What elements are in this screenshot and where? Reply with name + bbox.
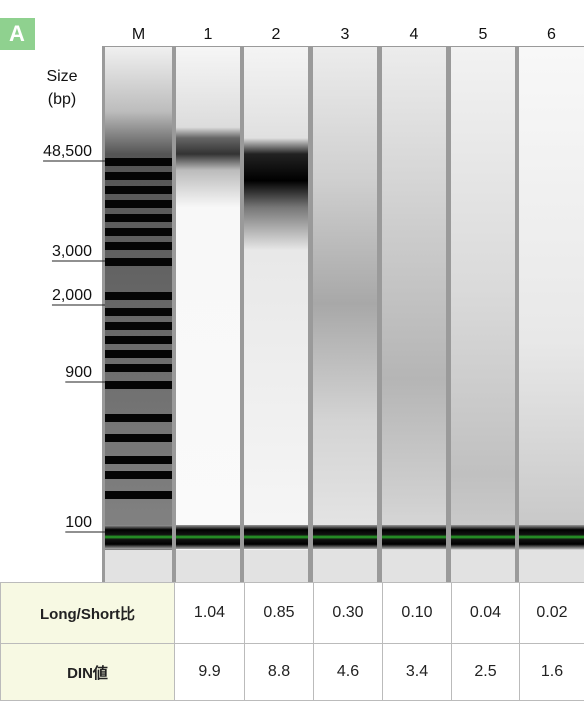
ladder-band — [105, 186, 172, 194]
lane-bottom — [451, 550, 515, 582]
lane-label: M — [132, 26, 145, 43]
row-header: DIN値 — [1, 644, 175, 701]
ladder-band — [105, 258, 172, 266]
ladder-band — [105, 228, 172, 236]
table-cell: 8.8 — [245, 644, 314, 701]
lane-label: 6 — [547, 26, 556, 43]
table-cell: 0.85 — [245, 583, 314, 644]
ladder-band — [105, 471, 172, 479]
size-unit: (bp) — [48, 91, 76, 108]
ladder-band — [105, 214, 172, 222]
size-label: Size — [46, 68, 77, 85]
loading-marker-band — [105, 525, 172, 549]
ladder-band — [105, 200, 172, 208]
lane-bottom — [244, 550, 308, 582]
table-cell: 3.4 — [383, 644, 452, 701]
ladder-band — [105, 364, 172, 372]
table-cell: 0.30 — [314, 583, 383, 644]
ladder-band — [105, 292, 172, 300]
lane-label: 4 — [410, 26, 419, 43]
ladder-band — [105, 381, 172, 389]
panel-label: A — [9, 21, 25, 46]
gel-figure: A Size (bp) M 1 2 3 4 5 6 48,500 3,000 2,000 900 10… — [0, 0, 584, 582]
lane-bottom — [105, 550, 172, 582]
lane — [313, 47, 377, 582]
lane-bottom — [519, 550, 584, 582]
table-cell: 1.6 — [520, 644, 584, 701]
size-marker: 2,000 — [52, 287, 92, 304]
loading-marker-band — [244, 525, 308, 549]
lane-label: 1 — [204, 26, 213, 43]
table-cell: 0.04 — [452, 583, 520, 644]
lane-bottom — [176, 550, 240, 582]
ladder-band — [105, 350, 172, 358]
lane-label: 2 — [272, 26, 281, 43]
lane — [519, 47, 584, 582]
lane — [382, 47, 446, 582]
table-cell: 2.5 — [452, 644, 520, 701]
lane-bottom — [382, 550, 446, 582]
loading-marker-band — [382, 525, 446, 549]
ladder-band — [105, 172, 172, 180]
ladder-band — [105, 242, 172, 250]
size-marker: 900 — [65, 364, 92, 381]
loading-marker-band — [176, 525, 240, 549]
ladder-band — [105, 434, 172, 442]
loading-marker-band — [313, 525, 377, 549]
table-cell: 1.04 — [175, 583, 245, 644]
table-cell: 0.10 — [383, 583, 452, 644]
table-cell: 9.9 — [175, 644, 245, 701]
ladder-band — [105, 322, 172, 330]
ladder-band — [105, 308, 172, 316]
ladder-band — [105, 336, 172, 344]
size-marker: 48,500 — [43, 143, 92, 160]
lane-label: 5 — [479, 26, 488, 43]
size-marker: 100 — [65, 514, 92, 531]
size-marker: 3,000 — [52, 243, 92, 260]
loading-marker-band — [451, 525, 515, 549]
lane-bottom — [313, 550, 377, 582]
ladder-band — [105, 456, 172, 464]
row-header: Long/Short比 — [1, 583, 175, 644]
lane-label: 3 — [341, 26, 350, 43]
ladder-band — [105, 491, 172, 499]
loading-marker-band — [519, 525, 584, 549]
ladder-band — [105, 414, 172, 422]
ladder-band — [105, 158, 172, 166]
lane — [176, 47, 240, 582]
lane — [451, 47, 515, 582]
lane — [244, 47, 308, 582]
table-cell: 0.02 — [520, 583, 584, 644]
table-cell: 4.6 — [314, 644, 383, 701]
